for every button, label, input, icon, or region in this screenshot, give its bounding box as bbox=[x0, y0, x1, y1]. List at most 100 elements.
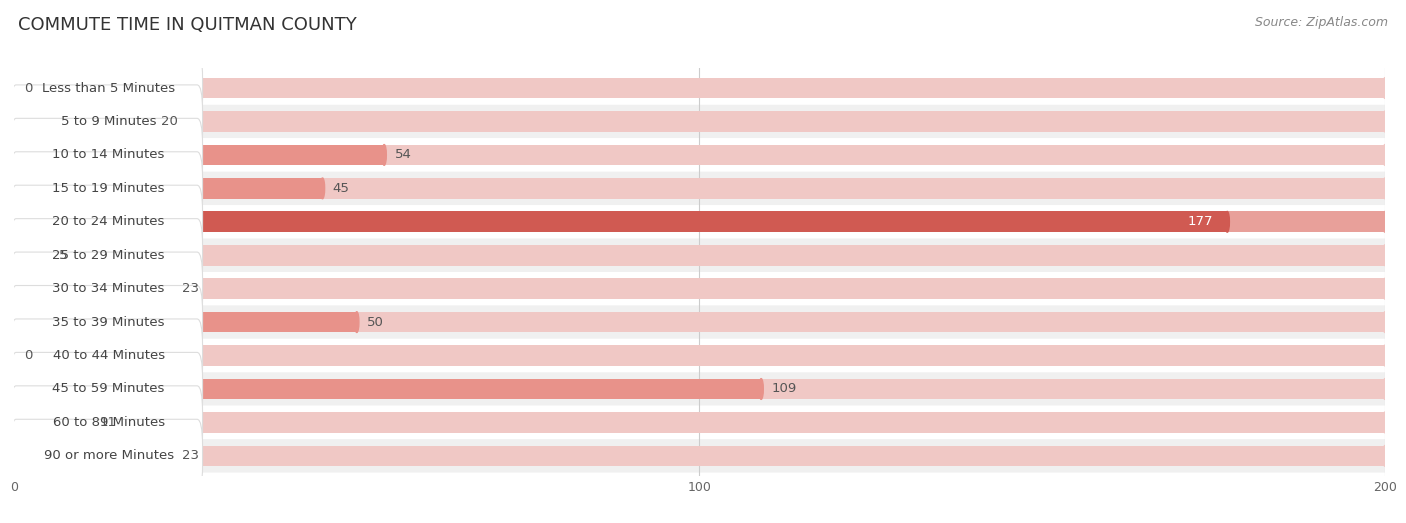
Text: 20: 20 bbox=[162, 115, 179, 128]
Circle shape bbox=[11, 178, 17, 199]
Bar bbox=[14, 412, 1385, 433]
FancyBboxPatch shape bbox=[0, 372, 1399, 406]
Circle shape bbox=[11, 412, 17, 433]
Circle shape bbox=[170, 278, 174, 299]
Bar bbox=[14, 78, 1385, 98]
Bar bbox=[14, 379, 761, 400]
Bar bbox=[14, 144, 384, 165]
Circle shape bbox=[1382, 446, 1388, 466]
FancyBboxPatch shape bbox=[0, 272, 1399, 305]
Circle shape bbox=[11, 446, 17, 466]
Text: 11: 11 bbox=[100, 416, 117, 429]
Circle shape bbox=[87, 412, 91, 433]
Text: 23: 23 bbox=[181, 449, 200, 462]
Circle shape bbox=[11, 312, 17, 333]
Circle shape bbox=[11, 111, 17, 132]
Text: 5: 5 bbox=[59, 249, 67, 262]
Circle shape bbox=[1382, 111, 1388, 132]
Circle shape bbox=[11, 144, 17, 165]
FancyBboxPatch shape bbox=[11, 386, 202, 459]
Text: 0: 0 bbox=[24, 349, 32, 362]
FancyBboxPatch shape bbox=[11, 419, 202, 493]
Text: 45: 45 bbox=[333, 182, 350, 195]
Bar bbox=[14, 312, 1385, 333]
Circle shape bbox=[382, 144, 387, 165]
Circle shape bbox=[11, 211, 17, 232]
Circle shape bbox=[1382, 412, 1388, 433]
FancyBboxPatch shape bbox=[0, 439, 1399, 473]
Bar bbox=[14, 211, 1385, 232]
Text: 23: 23 bbox=[181, 282, 200, 295]
Circle shape bbox=[11, 278, 17, 299]
FancyBboxPatch shape bbox=[0, 105, 1399, 138]
Text: 0: 0 bbox=[24, 82, 32, 95]
Text: 54: 54 bbox=[395, 149, 412, 162]
Circle shape bbox=[1382, 178, 1388, 199]
FancyBboxPatch shape bbox=[0, 305, 1399, 339]
Circle shape bbox=[46, 245, 51, 266]
Circle shape bbox=[170, 446, 174, 466]
Text: 20 to 24 Minutes: 20 to 24 Minutes bbox=[52, 215, 165, 229]
Text: 177: 177 bbox=[1188, 215, 1213, 229]
Text: 10 to 14 Minutes: 10 to 14 Minutes bbox=[52, 149, 165, 162]
FancyBboxPatch shape bbox=[0, 205, 1399, 238]
Circle shape bbox=[1382, 211, 1388, 232]
Circle shape bbox=[1382, 245, 1388, 266]
Bar bbox=[14, 278, 1385, 299]
Circle shape bbox=[11, 312, 17, 333]
Circle shape bbox=[11, 111, 17, 132]
Bar bbox=[14, 111, 152, 132]
Text: 25 to 29 Minutes: 25 to 29 Minutes bbox=[52, 249, 165, 262]
Text: 60 to 89 Minutes: 60 to 89 Minutes bbox=[52, 416, 165, 429]
Text: 40 to 44 Minutes: 40 to 44 Minutes bbox=[52, 349, 165, 362]
Circle shape bbox=[11, 78, 17, 98]
Bar bbox=[14, 245, 48, 266]
Circle shape bbox=[1382, 78, 1388, 98]
Text: 45 to 59 Minutes: 45 to 59 Minutes bbox=[52, 382, 165, 395]
Text: 30 to 34 Minutes: 30 to 34 Minutes bbox=[52, 282, 165, 295]
Text: 90 or more Minutes: 90 or more Minutes bbox=[44, 449, 174, 462]
FancyBboxPatch shape bbox=[0, 238, 1399, 272]
Bar bbox=[14, 278, 172, 299]
FancyBboxPatch shape bbox=[0, 172, 1399, 205]
Circle shape bbox=[321, 178, 325, 199]
FancyBboxPatch shape bbox=[11, 219, 202, 292]
Circle shape bbox=[11, 446, 17, 466]
Circle shape bbox=[1382, 144, 1388, 165]
Bar bbox=[14, 178, 1385, 199]
Circle shape bbox=[1382, 312, 1388, 333]
Circle shape bbox=[759, 379, 763, 400]
Text: Source: ZipAtlas.com: Source: ZipAtlas.com bbox=[1254, 16, 1388, 29]
FancyBboxPatch shape bbox=[0, 138, 1399, 172]
FancyBboxPatch shape bbox=[11, 252, 202, 325]
Circle shape bbox=[354, 312, 359, 333]
Circle shape bbox=[11, 144, 17, 165]
Circle shape bbox=[11, 245, 17, 266]
FancyBboxPatch shape bbox=[11, 286, 202, 359]
FancyBboxPatch shape bbox=[11, 185, 202, 258]
FancyBboxPatch shape bbox=[11, 319, 202, 392]
FancyBboxPatch shape bbox=[0, 339, 1399, 372]
Bar bbox=[14, 412, 90, 433]
Text: COMMUTE TIME IN QUITMAN COUNTY: COMMUTE TIME IN QUITMAN COUNTY bbox=[18, 16, 357, 33]
Text: Less than 5 Minutes: Less than 5 Minutes bbox=[42, 82, 176, 95]
Bar bbox=[14, 245, 1385, 266]
Bar bbox=[14, 211, 1227, 232]
Circle shape bbox=[1382, 278, 1388, 299]
Bar bbox=[14, 312, 357, 333]
Circle shape bbox=[149, 111, 153, 132]
FancyBboxPatch shape bbox=[0, 71, 1399, 105]
Circle shape bbox=[11, 245, 17, 266]
Bar bbox=[14, 111, 1385, 132]
Circle shape bbox=[11, 379, 17, 400]
Text: 15 to 19 Minutes: 15 to 19 Minutes bbox=[52, 182, 165, 195]
Circle shape bbox=[11, 278, 17, 299]
Circle shape bbox=[11, 379, 17, 400]
Text: 50: 50 bbox=[367, 315, 384, 328]
Text: 109: 109 bbox=[772, 382, 797, 395]
FancyBboxPatch shape bbox=[0, 406, 1399, 439]
Bar bbox=[14, 144, 1385, 165]
Circle shape bbox=[11, 211, 17, 232]
Circle shape bbox=[11, 412, 17, 433]
Bar bbox=[14, 446, 172, 466]
